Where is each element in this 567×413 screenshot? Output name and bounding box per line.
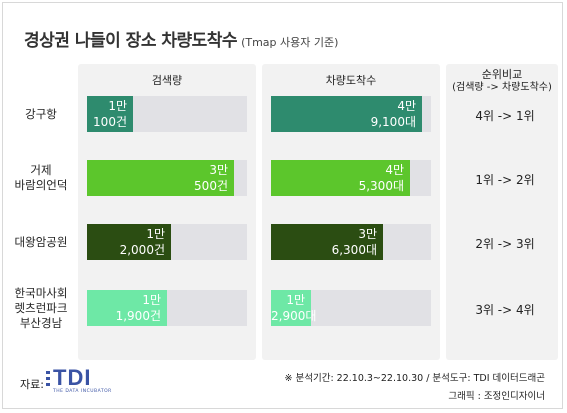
bar-value-line: 5,300대 [358, 179, 404, 193]
chart-subtitle: (Tmap 사용자 기준) [241, 36, 339, 49]
bar-value-label: 3만 6,300대 [271, 225, 377, 259]
rank-header-line1: 순위비교 [481, 68, 523, 81]
search-bar [87, 224, 171, 260]
bar-value-line: 100건 [93, 115, 127, 129]
bar-value-label: 3만 500건 [87, 161, 228, 195]
bar-value-line: 3만 [209, 163, 228, 177]
bar-track: 1만 100건 [87, 96, 247, 132]
arrivals-bar [271, 290, 311, 326]
chart-title: 경상권 나들이 장소 차량도착수 (Tmap 사용자 기준) [24, 31, 339, 51]
bar-track: 1만 2,900대 [271, 290, 431, 326]
arrivals-bar [271, 160, 410, 196]
rank-header-line2: (검색량 -> 차량도착수) [452, 82, 552, 93]
category-label-line: 부산경남 [19, 315, 63, 330]
rank-comparison: 2위 -> 3위 [475, 237, 535, 251]
search-bar [87, 290, 167, 326]
bar-value-line: 6,300대 [331, 243, 377, 257]
category-label-line: 거제 [30, 163, 52, 177]
bar-value-line: 1만 [286, 293, 305, 307]
category-label: 한국마사회 렛츠런파크 부산경남 [4, 286, 78, 331]
source-label: 자료: [20, 378, 44, 391]
rank-comparison: 1위 -> 2위 [475, 173, 535, 187]
rank-comparison: 3위 -> 4위 [475, 303, 535, 317]
search-bar [87, 96, 133, 132]
graphic-credit: 그래픽 : 조정인디자이너 [448, 391, 545, 402]
category-label: 강구항 [4, 107, 78, 122]
bar-track: 4만 9,100대 [271, 96, 431, 132]
rank-panel [446, 64, 558, 360]
category-label-line: 대왕암공원 [14, 234, 68, 249]
category-label-line: 강구항 [25, 106, 57, 121]
bar-value-line: 1만 [146, 227, 165, 241]
category-label-line: 바람의언덕 [14, 178, 68, 192]
bar-value-line: 1만 [142, 293, 161, 307]
bar-value-line: 500건 [194, 179, 228, 193]
bar-value-label: 4만 5,300대 [271, 161, 404, 195]
arrivals-bar [271, 96, 422, 132]
bar-track: 1만 1,900건 [87, 290, 247, 326]
bar-value-line: 4만 [385, 163, 404, 177]
tdi-logo-mark [46, 371, 50, 386]
bar-track: 4만 5,300대 [271, 160, 431, 196]
bar-value-line: 2,000건 [119, 243, 165, 257]
bar-value-label: 4만 9,100대 [271, 97, 416, 131]
arrivals-bar [271, 224, 383, 260]
bar-value-line: 1,900건 [115, 309, 161, 323]
category-label-line: 한국마사회 [14, 285, 68, 300]
analysis-note: ※ 분석기간: 22.10.3~22.10.30 / 분석도구: TDI 데이터… [284, 373, 546, 384]
search-bar [87, 160, 234, 196]
chart-frame [2, 2, 563, 409]
bar-value-label: 1만 2,000건 [87, 225, 165, 259]
tdi-logo: TDI THE DATA INCUBATOR [46, 365, 116, 397]
bar-value-line: 2,900대 [271, 309, 317, 323]
bar-value-line: 4만 [397, 99, 416, 113]
bar-value-line: 9,100대 [370, 115, 416, 129]
logo-tagline: THE DATA INCUBATOR [53, 389, 112, 394]
bar-track: 3만 500건 [87, 160, 247, 196]
bar-track: 1만 2,000건 [87, 224, 247, 260]
arrivals-column-header: 차량도착수 [325, 74, 377, 87]
category-label: 대왕암공원 [4, 235, 78, 250]
search-column-header: 검색량 [151, 74, 183, 87]
bar-value-label: 1만 100건 [87, 97, 127, 131]
rank-comparison: 4위 -> 1위 [475, 109, 535, 123]
logo-text: TDI [53, 365, 92, 390]
category-label-line: 렛츠런파크 [14, 300, 68, 315]
category-label: 거제 바람의언덕 [4, 163, 78, 193]
rank-column-header: 순위비교 (검색량 -> 차량도착수) [446, 68, 558, 94]
bar-value-line: 1만 [108, 99, 127, 113]
bar-value-label: 1만 2,900대 [271, 291, 317, 325]
bar-value-label: 1만 1,900건 [87, 291, 161, 325]
bar-track: 3만 6,300대 [271, 224, 431, 260]
bar-value-line: 3만 [358, 227, 377, 241]
